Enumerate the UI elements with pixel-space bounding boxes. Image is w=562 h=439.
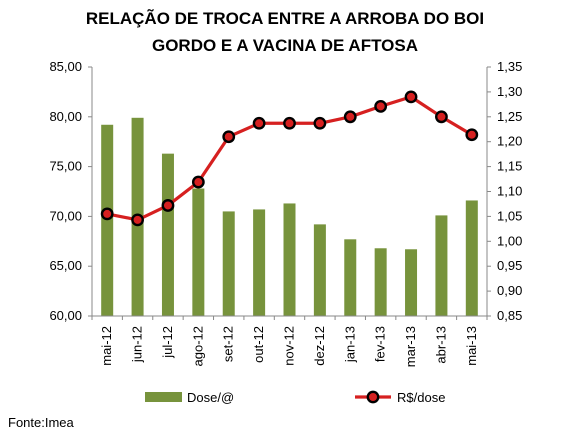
line-point	[313, 116, 327, 130]
y-right-tick-label: 1,00	[497, 233, 522, 248]
y-right-tick-label: 1,15	[497, 159, 522, 174]
y-left-tick-label: 80,00	[49, 109, 82, 124]
legend-swatch-marker	[366, 390, 380, 404]
line-point	[374, 99, 388, 113]
legend: Dose/@ R$/dose	[145, 390, 445, 405]
x-tick-label: jan-13	[342, 326, 357, 363]
line-point	[100, 207, 114, 221]
line-point	[435, 110, 448, 124]
legend-label-bars: Dose/@	[187, 390, 234, 405]
source-note: Fonte:Imea	[8, 415, 74, 430]
line-point	[191, 175, 205, 189]
x-tick-label: dez-12	[312, 326, 327, 366]
bar	[405, 249, 418, 316]
y-right-tick-label: 1,25	[497, 109, 522, 124]
x-tick-label: jun-12	[130, 326, 145, 363]
bar	[435, 215, 448, 316]
x-tick-label: fev-13	[373, 326, 388, 362]
bar	[192, 188, 205, 316]
y-left-tick-label: 70,00	[49, 208, 82, 223]
x-tick-label: jul-12	[160, 326, 175, 359]
bar	[344, 239, 357, 316]
y-right-tick-label: 1,05	[497, 208, 522, 223]
series-line	[106, 95, 473, 222]
y-right-tick-label: 0,95	[497, 258, 522, 273]
x-tick-label: abr-13	[433, 326, 448, 364]
legend-swatch-bars	[145, 392, 182, 402]
x-tick-label: out-12	[251, 326, 266, 363]
line-point	[283, 116, 296, 130]
bar	[101, 124, 114, 316]
y-right-tick-label: 0,90	[497, 283, 522, 298]
plot-area: 60,00 65,00 70,00 75,00 80,00 85,00 0,85 0,90 0,…	[49, 59, 522, 367]
x-tick-label: nov-12	[282, 326, 297, 366]
bar	[161, 153, 174, 316]
bar	[313, 224, 326, 316]
x-tick-label: mai-13	[464, 326, 479, 366]
y-right-tick-label: 0,85	[497, 308, 522, 323]
line-point	[131, 213, 144, 227]
y-right-tick-label: 1,20	[497, 134, 522, 149]
line-point	[161, 199, 175, 212]
y-right-tick-label: 1,10	[497, 184, 522, 199]
legend-label-line: R$/dose	[397, 390, 445, 405]
bar	[465, 200, 478, 316]
bar	[374, 248, 387, 316]
bar	[222, 211, 235, 316]
chart-title-line-2: GORDO E A VACINA DE AFTOSA	[152, 36, 418, 55]
x-tick-label: mai-12	[99, 326, 114, 366]
bar	[253, 209, 266, 316]
y-left-tick-label: 85,00	[49, 59, 82, 74]
line-point	[252, 116, 266, 130]
y-left-tick-label: 65,00	[49, 258, 82, 273]
line-point	[343, 110, 357, 124]
y-right-tick-label: 1,30	[497, 84, 522, 99]
chart-title-line-1: RELAÇÃO DE TROCA ENTRE A ARROBA DO BOI	[86, 8, 484, 28]
bar	[283, 203, 296, 316]
line-point	[465, 128, 479, 142]
y-right-tick-label: 1,35	[497, 59, 522, 74]
y-left-tick-label: 75,00	[49, 159, 82, 174]
y-left-tick-label: 60,00	[49, 308, 82, 323]
line-point	[222, 130, 236, 144]
x-tick-label: ago-12	[190, 326, 205, 366]
line-point	[404, 90, 418, 104]
x-tick-label: set-12	[221, 326, 236, 362]
x-tick-label: mar-13	[403, 326, 418, 367]
chart-title: RELAÇÃO DE TROCA ENTRE A ARROBA DO BOI G…	[86, 8, 484, 55]
